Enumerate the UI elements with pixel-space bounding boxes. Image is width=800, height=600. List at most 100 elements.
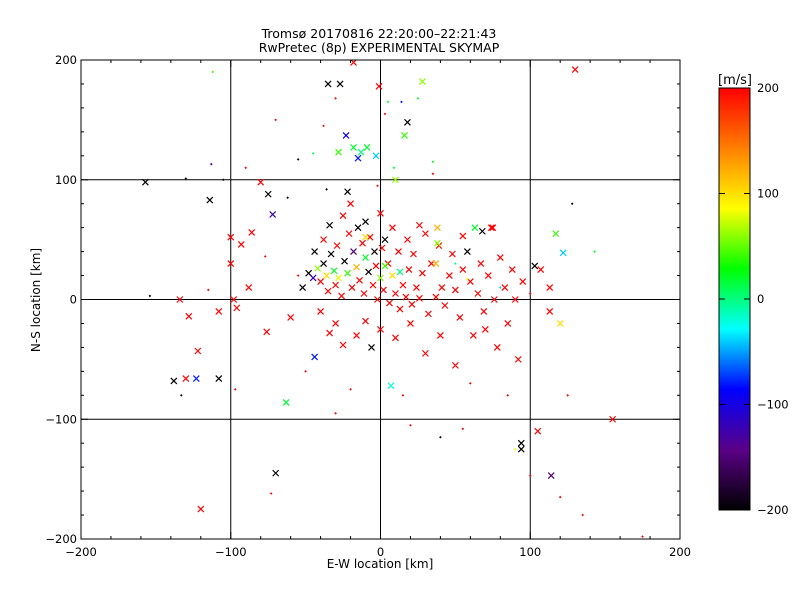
data-point-dot	[334, 411, 337, 415]
data-point-dot	[221, 178, 225, 182]
data-point-cross	[344, 188, 351, 196]
data-point-dot	[286, 196, 289, 200]
data-point-dot	[325, 188, 328, 191]
data-point-cross	[404, 236, 411, 244]
data-point-cross	[269, 211, 277, 218]
data-point-dot	[180, 394, 183, 397]
data-point-cross	[372, 262, 380, 270]
data-point-cross	[263, 328, 271, 336]
data-point-cross	[248, 229, 256, 236]
data-point-cross	[504, 320, 512, 327]
data-point-cross	[392, 290, 399, 297]
data-point-cross	[311, 248, 319, 256]
data-point-cross	[556, 320, 564, 327]
data-point-cross	[401, 132, 408, 139]
data-point-cross	[413, 284, 420, 291]
chart-subtitle: RwPretec (8p) EXPERIMENTAL SKYMAP	[259, 40, 500, 55]
data-point-cross	[517, 439, 525, 447]
data-point-cross	[395, 248, 402, 256]
data-point-cross	[368, 343, 375, 351]
data-point-cross	[299, 284, 307, 291]
data-point-dot	[263, 255, 267, 258]
data-point-dot	[211, 70, 215, 74]
data-point-cross	[215, 308, 223, 315]
data-point-cross	[517, 445, 525, 453]
data-point-cross	[350, 248, 357, 256]
data-point-cross	[320, 260, 328, 267]
data-point-dot	[400, 100, 403, 104]
data-point-cross	[508, 266, 516, 273]
data-point-cross	[377, 274, 384, 282]
data-point-dot	[431, 160, 435, 164]
data-point-cross	[422, 230, 429, 238]
data-point-cross	[438, 284, 446, 291]
x-tick-label: 0	[377, 545, 384, 559]
colorbar-ticks: 200 100 0 −100 −200	[719, 81, 789, 517]
data-point-cross	[609, 415, 617, 423]
data-point-dot	[641, 535, 644, 538]
data-point-cross	[436, 332, 444, 339]
data-point-dot	[383, 112, 387, 116]
data-point-cross	[354, 154, 362, 162]
data-point-cross	[511, 296, 519, 303]
data-point-cross	[399, 281, 407, 289]
data-point-cross	[456, 314, 464, 321]
data-point-cross	[445, 272, 453, 279]
data-point-dot	[454, 262, 457, 265]
data-point-cross	[552, 230, 560, 238]
data-point-cross	[478, 227, 486, 235]
data-point-cross	[335, 148, 342, 156]
data-point-cross	[546, 284, 554, 291]
data-point-cross	[490, 296, 498, 303]
data-point-cross	[324, 287, 332, 295]
data-point-cross	[451, 286, 459, 294]
data-point-dot	[274, 118, 277, 122]
data-point-cross	[359, 239, 366, 247]
data-point-cross	[489, 224, 497, 232]
data-point-cross	[363, 143, 371, 151]
data-point-dot	[469, 382, 472, 385]
data-point-cross	[471, 224, 479, 232]
data-point-cross	[481, 326, 489, 333]
x-tick-label: 100	[519, 545, 541, 559]
data-point-cross	[375, 82, 383, 90]
data-point-dot	[322, 124, 325, 128]
data-point-cross	[344, 269, 351, 277]
data-point-dot	[206, 288, 210, 292]
y-tick-label: 200	[55, 53, 77, 67]
data-point-cross	[369, 281, 377, 289]
data-point-dot	[296, 158, 300, 161]
data-point-cross	[466, 278, 474, 285]
data-point-cross	[206, 196, 214, 204]
data-point-cross	[197, 505, 205, 513]
data-point-cross	[537, 266, 545, 273]
data-point-dot	[499, 286, 502, 289]
data-point-dot	[558, 495, 562, 499]
x-axis-label: E-W location [km]	[327, 557, 434, 571]
colorbar-tick-label: −200	[757, 503, 789, 517]
data-point-cross	[354, 224, 362, 232]
data-point-cross	[424, 310, 432, 318]
data-point-dot	[269, 492, 273, 495]
data-point-cross	[227, 260, 235, 267]
data-point-cross	[389, 224, 396, 232]
y-tick-label: 100	[55, 173, 77, 187]
colorbar-tick-label: 100	[757, 187, 779, 201]
data-point-dot	[311, 152, 315, 155]
data-point-cross	[441, 302, 449, 309]
data-point-cross	[342, 132, 350, 139]
data-point-cross	[230, 296, 238, 303]
data-point-cross	[338, 292, 345, 300]
data-point-cross	[419, 269, 426, 277]
data-point-cross	[362, 233, 369, 241]
data-point-cross	[194, 347, 202, 355]
y-tick-label: 0	[70, 293, 77, 307]
data-point-dot	[506, 394, 510, 397]
data-point-cross	[547, 472, 555, 479]
data-point-cross	[335, 274, 342, 282]
data-point-cross	[317, 278, 325, 285]
data-point-cross	[176, 296, 184, 303]
data-point-cross	[348, 284, 356, 291]
data-point-dot	[461, 427, 465, 431]
data-point-dot	[233, 388, 237, 391]
